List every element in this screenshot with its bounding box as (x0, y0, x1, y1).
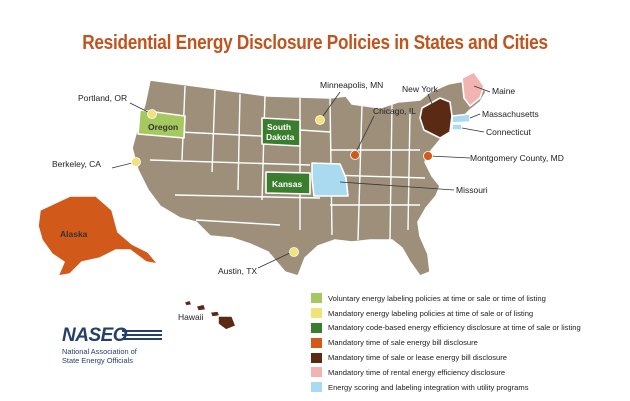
marker-minneapolis (315, 115, 325, 125)
legend-label: Mandatory time of rental energy efficien… (328, 367, 506, 377)
marker-chicago (350, 150, 360, 160)
marker-austin (289, 247, 299, 257)
naseo-line-2: State Energy Officials (62, 356, 133, 365)
naseo-line-1: National Association of (62, 347, 137, 356)
callout-connecticut: Connecticut (486, 127, 532, 137)
state-kansas (265, 171, 311, 195)
legend-label: Mandatory time of sale energy bill discl… (328, 338, 478, 348)
legend-item: Mandatory energy labeling policies at ti… (311, 306, 626, 321)
naseo-branding: NASEO National Association of State Ener… (62, 325, 172, 365)
naseo-logo: NASEO (62, 325, 128, 346)
callout-minneapolis: Minneapolis, MN (320, 80, 383, 90)
label-alaska: Alaska (60, 229, 88, 239)
legend-item: Mandatory time of sale or lease energy b… (311, 350, 626, 365)
marker-portland (147, 109, 157, 119)
legend-swatch (311, 382, 322, 393)
callout-maine: Maine (492, 86, 515, 96)
legend-swatch (311, 352, 322, 363)
state-hawaii (183, 299, 237, 331)
callout-chicago: Chicago, IL (373, 106, 416, 116)
state-south-dakota (261, 117, 301, 147)
label-oregon: Oregon (148, 122, 178, 132)
state-new-york (419, 97, 453, 139)
callout-austin: Austin, TX (218, 266, 257, 276)
state-maine (461, 71, 485, 107)
marker-berkeley (131, 157, 141, 167)
callout-missouri: Missouri (456, 185, 488, 195)
label-south-dakota-2: Dakota (266, 132, 295, 142)
legend-item: Voluntary energy labeling policies at ti… (311, 291, 626, 306)
map-legend: Voluntary energy labeling policies at ti… (311, 291, 626, 395)
legend-label: Mandatory energy labeling policies at ti… (328, 308, 534, 318)
map-title: Residential Energy Disclosure Policies i… (82, 32, 548, 54)
legend-item: Energy scoring and labeling integration … (311, 380, 626, 395)
state-missouri (311, 162, 349, 197)
legend-item: Mandatory time of sale energy bill discl… (311, 335, 626, 350)
legend-swatch (311, 367, 322, 378)
legend-item: Mandatory time of rental energy efficien… (311, 365, 626, 380)
callout-new-york: New York (402, 84, 439, 94)
legend-swatch (311, 322, 322, 333)
callout-berkeley: Berkeley, CA (52, 159, 101, 169)
legend-swatch (311, 337, 322, 348)
label-hawaii: Hawaii (178, 312, 204, 322)
legend-swatch (311, 308, 322, 319)
legend-label: Voluntary energy labeling policies at ti… (328, 293, 546, 303)
state-connecticut (451, 123, 463, 131)
legend-label: Mandatory code-based energy efficiency d… (328, 323, 581, 333)
callout-portland: Portland, OR (78, 93, 127, 103)
legend-label: Mandatory time of sale or lease energy b… (328, 353, 507, 363)
callout-massachusetts: Massachusetts (482, 109, 539, 119)
legend-item: Mandatory code-based energy efficiency d… (311, 321, 626, 336)
marker-montgomery (423, 151, 433, 161)
city-markers (131, 109, 433, 257)
callout-lines (111, 85, 491, 269)
label-kansas: Kansas (272, 179, 303, 189)
label-south-dakota-1: South (267, 122, 291, 132)
legend-label: Energy scoring and labeling integration … (328, 382, 529, 392)
state-massachusetts (451, 113, 471, 124)
callout-montgomery: Montgomery County, MD (470, 153, 564, 163)
naseo-logo-lines (122, 330, 162, 344)
state-alaska (37, 195, 159, 277)
legend-swatch (311, 293, 322, 304)
